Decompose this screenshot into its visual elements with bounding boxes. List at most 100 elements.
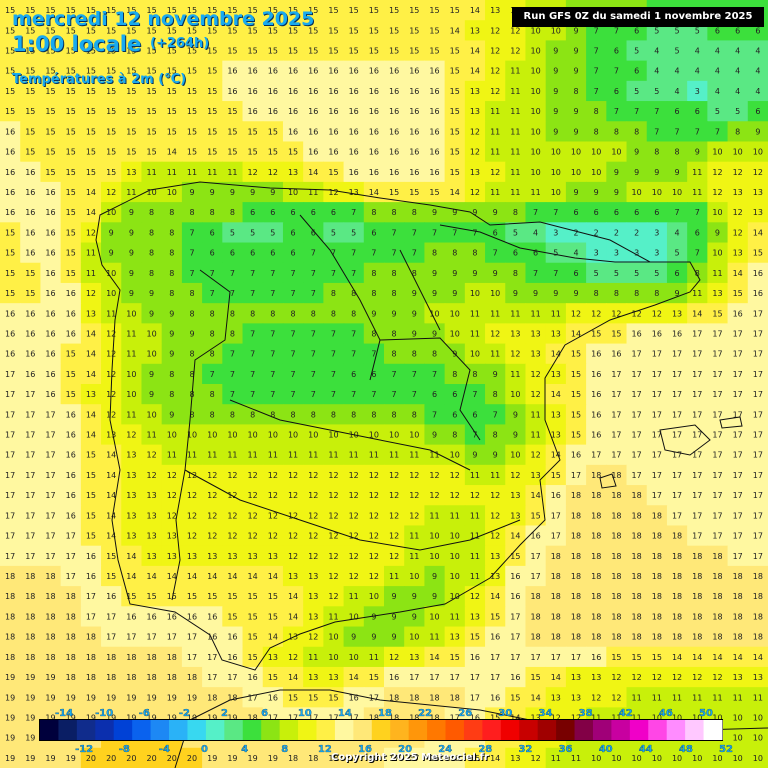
temperature-cell: [343, 545, 365, 567]
temperature-value: 4: [715, 87, 720, 96]
temperature-value: 7: [270, 350, 275, 359]
temperature-cell: [161, 282, 183, 304]
temperature-cell: [80, 404, 102, 426]
temperature-cell: [626, 323, 648, 345]
temperature-cell: [40, 282, 62, 304]
temperature-value: 17: [591, 451, 601, 460]
temperature-value: 10: [470, 289, 480, 298]
temperature-cell: [707, 242, 729, 264]
temperature-cell: [525, 545, 547, 567]
temperature-cell: [485, 485, 506, 506]
forecast-lead-time: (+264h): [150, 36, 210, 51]
temperature-cell: [181, 0, 203, 21]
temperature-value: 17: [753, 329, 763, 338]
temperature-value: 7: [371, 350, 376, 359]
temperature-value: 15: [369, 6, 379, 15]
region-line-3: [229, 399, 471, 471]
temperature-cell: [80, 464, 102, 486]
temperature-value: 11: [470, 309, 480, 318]
temperature-cell: [242, 505, 264, 527]
temperature-cell: [121, 303, 143, 324]
legend-tick-upper: 6: [261, 708, 268, 719]
temperature-cell: [505, 384, 527, 405]
temperature-value: 8: [452, 431, 457, 440]
temperature-value: 18: [5, 592, 15, 601]
temperature-value: 16: [409, 67, 419, 76]
temperature-cell: [262, 565, 284, 587]
temperature-cell: [141, 202, 163, 223]
temperature-cell: [646, 242, 668, 264]
temperature-cell: [343, 586, 365, 607]
temperature-value: 16: [86, 572, 96, 581]
temperature-value: 17: [45, 451, 55, 460]
temperature-cell: [525, 282, 547, 304]
temperature-value: 16: [470, 653, 480, 662]
temperature-value: 17: [5, 511, 15, 520]
temperature-value: 9: [553, 107, 558, 116]
temperature-value: 9: [432, 431, 437, 440]
temperature-cell: [646, 363, 668, 385]
temperature-cell: [626, 262, 648, 284]
temperature-cell: [161, 485, 183, 506]
temperature-value: 8: [169, 208, 174, 217]
temperature-value: 6: [695, 228, 700, 237]
temperature-cell: [505, 545, 527, 567]
temperature-cell: [424, 222, 446, 244]
temperature-cell: [747, 80, 768, 102]
temperature-cell: [485, 282, 506, 304]
temperature-cell: [727, 202, 749, 223]
temperature-cell: [646, 666, 668, 688]
temperature-value: 15: [5, 26, 15, 35]
temperature-value: 9: [169, 329, 174, 338]
temperature-value: 7: [311, 390, 316, 399]
temperature-value: 10: [510, 451, 520, 460]
temperature-value: 14: [248, 572, 258, 581]
region-line-4: [184, 469, 521, 551]
temperature-cell: [262, 202, 284, 223]
temperature-cell: [222, 0, 244, 21]
temperature-value: 15: [450, 653, 460, 662]
temperature-value: 11: [530, 431, 540, 440]
temperature-cell: [242, 565, 264, 587]
temperature-cell: [121, 282, 143, 304]
temperature-value: 10: [712, 754, 722, 763]
temperature-cell: [485, 646, 506, 668]
temperature-cell: [384, 444, 405, 466]
temperature-cell: [747, 343, 768, 365]
temperature-value: 17: [753, 471, 763, 480]
temperature-value: 4: [755, 87, 760, 96]
temperature-value: 12: [288, 552, 298, 561]
temperature-value: 15: [308, 47, 318, 56]
temperature-cell: [303, 666, 324, 688]
temperature-value: 4: [533, 228, 538, 237]
temperature-cell: [161, 222, 183, 244]
temperature-value: 13: [146, 552, 156, 561]
temperature-cell: [303, 606, 324, 628]
temperature-value: 18: [106, 653, 116, 662]
temperature-cell: [545, 40, 567, 62]
temperature-cell: [282, 545, 304, 567]
temperature-value: 20: [167, 754, 177, 763]
temperature-value: 13: [470, 612, 480, 621]
temperature-cell: [242, 687, 264, 708]
temperature-cell: [101, 666, 122, 688]
temperature-cell: [262, 363, 284, 385]
temperature-value: 17: [712, 532, 722, 541]
legend-tick-lower: -12: [75, 744, 93, 755]
temperature-cell: [20, 666, 42, 688]
temperature-value: 16: [25, 309, 35, 318]
temperature-cell: [687, 222, 708, 244]
temperature-value: 6: [452, 390, 457, 399]
temperature-value: 12: [328, 572, 338, 581]
temperature-cell: [666, 646, 688, 668]
temperature-cell: [161, 747, 183, 768]
temperature-cell: [687, 404, 708, 426]
forecast-date: mercredi 12 novembre 2025: [12, 8, 315, 30]
temperature-value: 10: [106, 269, 116, 278]
temperature-cell: [545, 121, 567, 143]
temperature-cell: [121, 545, 143, 567]
temperature-value: 17: [611, 431, 621, 440]
temperature-cell: [363, 404, 385, 426]
temperature-cell: [282, 60, 304, 82]
temperature-value: 7: [432, 370, 437, 379]
